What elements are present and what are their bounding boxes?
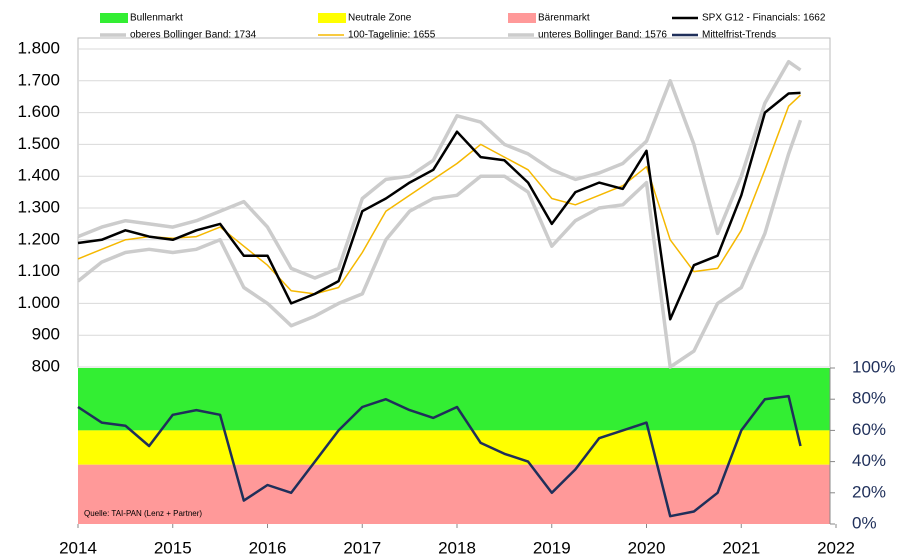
x-tick-label: 2016 xyxy=(249,538,287,557)
legend-label: 100-Tagelinie: 1655 xyxy=(348,30,436,41)
y2-tick-label: 20% xyxy=(852,482,886,501)
x-tick-label: 2015 xyxy=(154,538,192,557)
legend-label: oberes Bollinger Band: 1734 xyxy=(130,30,257,41)
y-tick-label: 1.300 xyxy=(17,197,60,216)
legend-label: Bärenmarkt xyxy=(538,13,590,24)
y-tick-label: 1.600 xyxy=(17,102,60,121)
x-tick-label: 2014 xyxy=(59,538,97,557)
legend-label: SPX G12 - Financials: 1662 xyxy=(702,13,826,24)
y-tick-label: 1.000 xyxy=(17,293,60,312)
x-tick-label: 2021 xyxy=(722,538,760,557)
x-tick-label: 2020 xyxy=(628,538,666,557)
series-line xyxy=(76,119,803,369)
series-line xyxy=(77,59,802,280)
zone xyxy=(78,368,830,431)
x-tick-label: 2017 xyxy=(343,538,381,557)
series-line xyxy=(77,394,802,518)
x-tick-label: 2022 xyxy=(817,538,855,557)
y2-tick-label: 60% xyxy=(852,420,886,439)
legend-label: unteres Bollinger Band: 1576 xyxy=(538,30,667,41)
zone xyxy=(78,464,830,524)
y2-tick-label: 80% xyxy=(852,389,886,408)
series-line xyxy=(77,94,802,295)
x-tick-label: 2019 xyxy=(533,538,571,557)
y-tick-label: 1.500 xyxy=(17,134,60,153)
y2-tick-label: 100% xyxy=(852,357,895,376)
legend-label: Neutrale Zone xyxy=(348,13,412,24)
plot-area xyxy=(77,37,831,368)
zone xyxy=(78,430,830,465)
annotation: Quelle: TAI-PAN (Lenz + Partner) xyxy=(84,509,202,518)
y-tick-label: 900 xyxy=(32,325,60,344)
y-tick-label: 1.700 xyxy=(17,70,60,89)
y2-tick-label: 0% xyxy=(852,513,877,532)
legend-label: Mittelfrist-Trends xyxy=(702,30,776,41)
legend-swatch xyxy=(100,13,128,23)
legend-label: Bullenmarkt xyxy=(130,13,183,24)
y2-tick-label: 40% xyxy=(852,451,886,470)
y-tick-label: 1.100 xyxy=(17,261,60,280)
series-line xyxy=(77,91,801,321)
y-tick-label: 1.200 xyxy=(17,229,60,248)
x-tick-label: 2018 xyxy=(438,538,476,557)
y-tick-label: 1.800 xyxy=(17,38,60,57)
legend-swatch xyxy=(318,13,346,23)
y-tick-label: 1.400 xyxy=(17,166,60,185)
y-tick-label: 800 xyxy=(32,356,60,375)
legend-swatch xyxy=(508,13,536,23)
